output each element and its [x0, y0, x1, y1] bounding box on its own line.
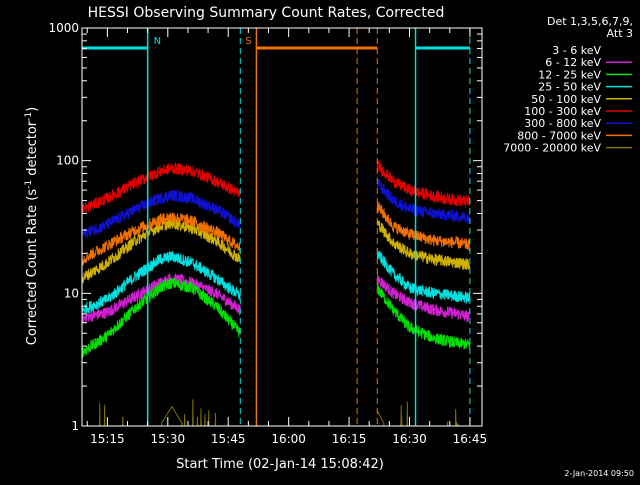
legend-header-line-2: Att 3 — [607, 27, 633, 40]
x-tick-label-15-45: 15:45 — [211, 432, 246, 446]
series-line-6-12-kev-1 — [81, 273, 241, 324]
legend-label-3-6-kev: 3 - 6 keV — [552, 44, 601, 57]
legend-label-100-300-kev: 100 - 300 keV — [524, 105, 601, 118]
x-tick-label-16-45: 16:45 — [453, 432, 488, 446]
series-line-100-300-kev-2 — [376, 160, 471, 208]
series-line-3-6-kev-1 — [81, 289, 241, 427]
chart-title: HESSI Observing Summary Count Rates, Cor… — [88, 5, 445, 21]
legend-label-25-50-kev: 25 - 50 keV — [538, 81, 601, 94]
series-line-25-50-kev-1 — [81, 251, 241, 315]
x-axis-label: Start Time (02-Jan-14 15:08:42) — [176, 457, 384, 472]
series-line-50-100-kev-2 — [376, 218, 471, 271]
legend-header-line-1: Det 1,3,5,6,7,9, — [547, 15, 633, 28]
series-line-300-800-kev-1 — [81, 189, 241, 239]
series-line-800-7000-kev-1 — [81, 212, 241, 266]
legend-label-6-12-kev: 6 - 12 keV — [545, 56, 601, 69]
legend-label-300-800-kev: 300 - 800 keV — [524, 117, 601, 130]
series-line-6-12-kev-2 — [376, 272, 471, 323]
y-tick-label-10: 10 — [64, 286, 79, 300]
y-tick-label-100: 100 — [56, 154, 79, 168]
series-layer — [81, 160, 471, 427]
legend-label-7000-20000-kev: 7000 - 20000 keV — [503, 142, 601, 155]
series-line-7000-20000-kev-2 — [376, 401, 470, 427]
y-axis-label: Corrected Count Rate (s-1 detector-1) — [24, 107, 40, 345]
x-tick-label-16-30: 16:30 — [392, 432, 427, 446]
series-line-3-6-kev-2 — [376, 289, 471, 407]
marker-n-label: N — [154, 36, 161, 47]
x-tick-label-16-15: 16:15 — [332, 432, 367, 446]
series-line-100-300-kev-1 — [81, 162, 241, 215]
plot-frame — [81, 27, 483, 427]
legend-label-800-7000-kev: 800 - 7000 keV — [517, 129, 601, 142]
series-line-12-25-kev-2 — [376, 282, 471, 350]
x-tick-label-15-30: 15:30 — [151, 432, 186, 446]
marker-s-label: S — [245, 36, 251, 47]
legend-label-50-100-kev: 50 - 100 keV — [531, 93, 601, 106]
legend-label-12-25-kev: 12 - 25 keV — [538, 68, 601, 81]
series-line-25-50-kev-2 — [376, 248, 471, 305]
y-tick-label-1000: 1000 — [48, 21, 79, 35]
axis-layer: 1 10 100 1000 15:15 15:30 15:45 16:00 16:15 16:30… — [48, 21, 487, 446]
series-line-300-800-kev-2 — [376, 178, 471, 224]
series-line-50-100-kev-1 — [81, 217, 241, 284]
series-line-12-25-kev-1 — [81, 277, 241, 358]
x-tick-label-15-15: 15:15 — [90, 432, 125, 446]
series-line-800-7000-kev-2 — [376, 201, 471, 251]
y-tick-label-1: 1 — [71, 419, 79, 433]
x-tick-label-16-00: 16:00 — [271, 432, 306, 446]
timestamp: 2-Jan-2014 09:50 — [564, 469, 634, 478]
